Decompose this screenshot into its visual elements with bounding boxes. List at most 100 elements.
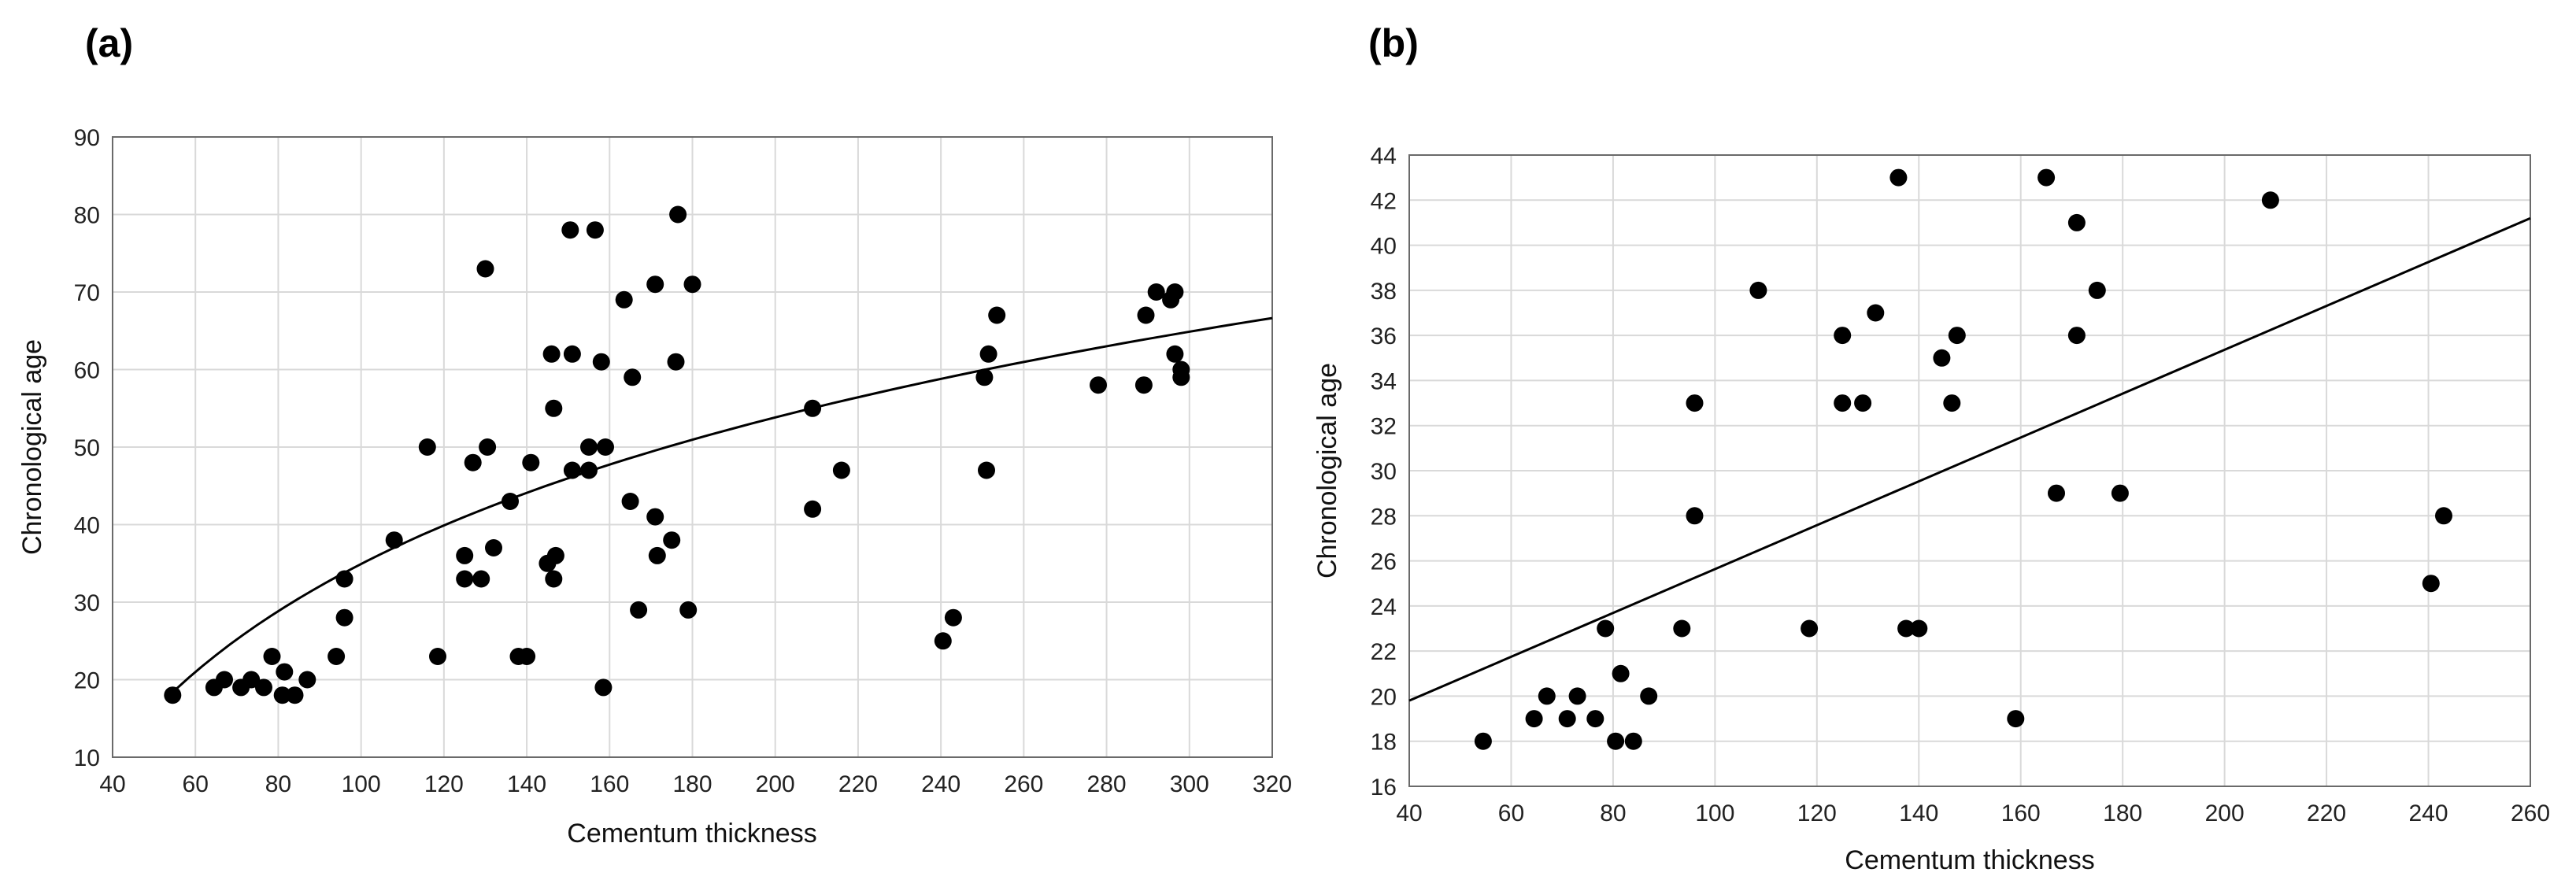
x-tick-label: 140: [1899, 800, 1938, 826]
data-point: [1538, 687, 1556, 705]
data-point: [1749, 281, 1767, 299]
panel-b-x-tick-labels: 40 60 80 100 120 140 160 180 200 220 240 260: [1396, 800, 2550, 826]
data-point: [1867, 304, 1885, 322]
data-point: [1166, 283, 1184, 301]
data-point: [518, 648, 536, 665]
y-tick-label: 28: [1371, 504, 1397, 530]
data-point: [242, 671, 261, 689]
y-tick-label: 10: [74, 745, 100, 771]
data-point: [1612, 664, 1630, 682]
data-point: [2088, 281, 2106, 299]
data-point: [1834, 327, 1852, 345]
data-point: [988, 306, 1006, 324]
y-tick-label: 38: [1371, 279, 1397, 305]
y-tick-label: 90: [74, 125, 100, 151]
data-point: [1943, 394, 1961, 412]
data-point: [2067, 327, 2086, 345]
data-point: [648, 546, 666, 564]
data-point: [679, 601, 698, 619]
x-tick-label: 140: [507, 771, 546, 797]
data-point: [586, 221, 604, 239]
y-tick-label: 70: [74, 280, 100, 306]
data-point: [2037, 168, 2056, 187]
panel-a-grid: [112, 136, 1273, 758]
data-point: [646, 275, 664, 294]
y-tick-label: 50: [74, 435, 100, 461]
panel-b: (b) 40 60 80 100 120 140 160 180 200 220 240 260 16…: [1312, 21, 2550, 875]
data-point: [580, 438, 598, 456]
data-point: [561, 221, 579, 239]
panel-a-label: (a): [85, 21, 133, 65]
data-point: [1137, 306, 1155, 324]
y-tick-label: 44: [1371, 143, 1397, 169]
y-tick-label: 20: [74, 668, 100, 694]
data-point: [545, 570, 563, 588]
data-point: [667, 353, 685, 371]
data-point: [669, 205, 687, 224]
x-tick-label: 200: [2205, 800, 2245, 826]
y-tick-label: 30: [1371, 459, 1397, 485]
data-point: [273, 686, 291, 704]
x-tick-label: 120: [424, 771, 464, 797]
data-point: [1801, 619, 1819, 638]
x-tick-label: 80: [265, 771, 291, 797]
x-tick-label: 200: [756, 771, 795, 797]
data-point: [1474, 732, 1492, 750]
data-point: [979, 345, 997, 363]
x-tick-label: 260: [1004, 771, 1043, 797]
data-point: [1166, 345, 1184, 363]
data-point: [592, 353, 610, 371]
x-tick-label: 280: [1087, 771, 1127, 797]
data-point: [978, 461, 995, 479]
data-point: [545, 399, 563, 417]
data-point: [1147, 283, 1165, 301]
data-point: [216, 671, 233, 689]
data-point: [1686, 394, 1704, 412]
y-tick-label: 40: [1371, 234, 1397, 260]
x-tick-label: 120: [1797, 800, 1837, 826]
data-point: [485, 539, 502, 556]
x-tick-label: 320: [1253, 771, 1292, 797]
panel-b-fit-line: [1408, 216, 2531, 702]
panel-a-x-axis-title: Cementum thickness: [567, 819, 816, 848]
x-tick-label: 220: [838, 771, 878, 797]
x-tick-label: 240: [2409, 800, 2448, 826]
data-point: [1854, 394, 1872, 412]
data-point: [263, 648, 281, 665]
data-point: [621, 493, 639, 510]
data-point: [1172, 368, 1190, 386]
data-point: [542, 345, 561, 363]
x-tick-label: 60: [183, 771, 209, 797]
x-tick-label: 260: [2511, 800, 2550, 826]
data-point: [804, 399, 822, 417]
data-point: [615, 290, 633, 309]
data-point: [1640, 687, 1658, 705]
data-point: [1897, 619, 1915, 638]
data-point: [2007, 710, 2025, 728]
data-point: [335, 608, 353, 627]
y-tick-label: 34: [1371, 368, 1397, 394]
x-tick-label: 240: [921, 771, 960, 797]
panel-a-y-tick-labels: 10 20 30 40 50 60 70 80 90: [74, 125, 100, 771]
y-tick-label: 30: [74, 590, 100, 616]
y-tick-label: 16: [1371, 775, 1397, 800]
x-tick-label: 160: [590, 771, 629, 797]
y-tick-label: 18: [1371, 730, 1397, 756]
data-point: [1948, 327, 1966, 345]
panel-b-plot-frame: [1408, 154, 2531, 787]
data-point: [1568, 687, 1586, 705]
data-point: [2422, 575, 2440, 593]
y-tick-label: 20: [1371, 684, 1397, 710]
data-point: [683, 275, 701, 294]
panel-a: (a) 40 60 80 100 120 140 160 180 200 220 240 260 280…: [17, 21, 1292, 848]
data-point: [944, 608, 962, 627]
panel-b-data-points: [1474, 168, 2452, 750]
data-point: [1607, 732, 1625, 750]
data-point: [832, 461, 850, 479]
data-point: [563, 345, 581, 363]
data-point: [464, 453, 482, 471]
panel-a-fit-curve: [173, 316, 1273, 692]
panel-a-plot-frame: [112, 136, 1273, 758]
data-point: [546, 546, 564, 564]
